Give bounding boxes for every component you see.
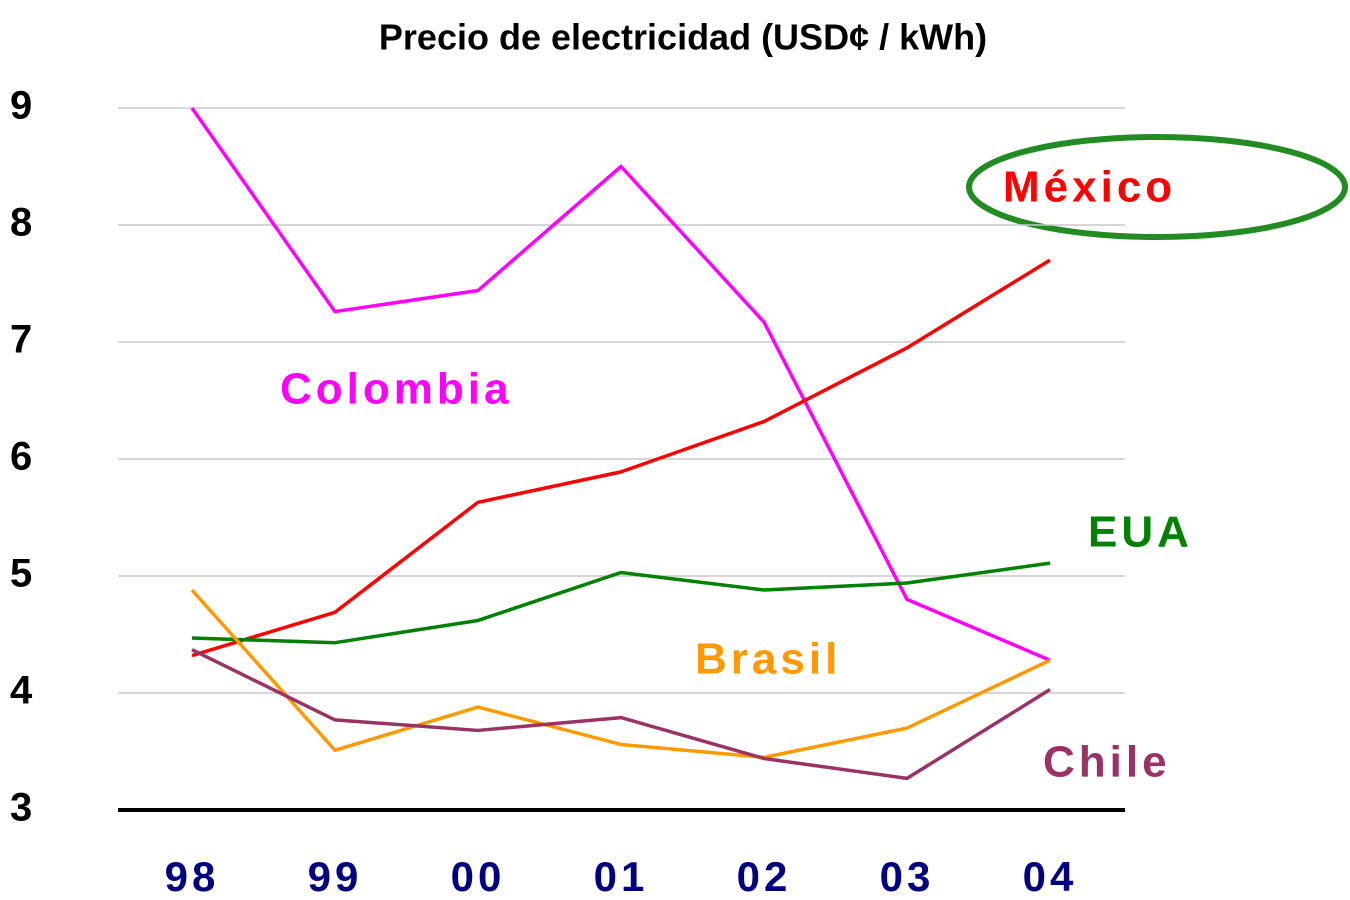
highlight-ellipse: [966, 134, 1348, 240]
x-tick-label: 00: [451, 853, 506, 900]
series-line: [190, 588, 1051, 760]
series-label: México: [1003, 163, 1176, 212]
y-tick-label: 4: [10, 669, 33, 713]
series-label: Chile: [1043, 738, 1171, 787]
x-tick-label: 98: [165, 853, 220, 900]
x-tick-label: 99: [308, 853, 363, 900]
series-line: [191, 561, 1051, 645]
y-tick-label: 8: [10, 201, 32, 245]
series-label: EUA: [1088, 508, 1193, 557]
y-tick-label: 5: [10, 552, 32, 596]
y-tick-label: 7: [10, 318, 32, 362]
series-label: Colombia: [280, 365, 512, 414]
y-tick-label: 9: [10, 84, 32, 128]
y-tick-label: 3: [10, 786, 32, 830]
series-label: Brasil: [695, 635, 841, 684]
series-line: [191, 258, 1051, 658]
y-tick-label: 6: [10, 435, 32, 479]
series-line: [190, 106, 1051, 662]
x-tick-label: 02: [737, 853, 792, 900]
x-tick-label: 04: [1023, 853, 1078, 900]
series-line: [191, 648, 1051, 781]
x-tick-label: 03: [880, 853, 935, 900]
x-tick-label: 01: [594, 853, 649, 900]
chart-title: Precio de electricidad (USD¢ / kWh): [379, 17, 987, 58]
